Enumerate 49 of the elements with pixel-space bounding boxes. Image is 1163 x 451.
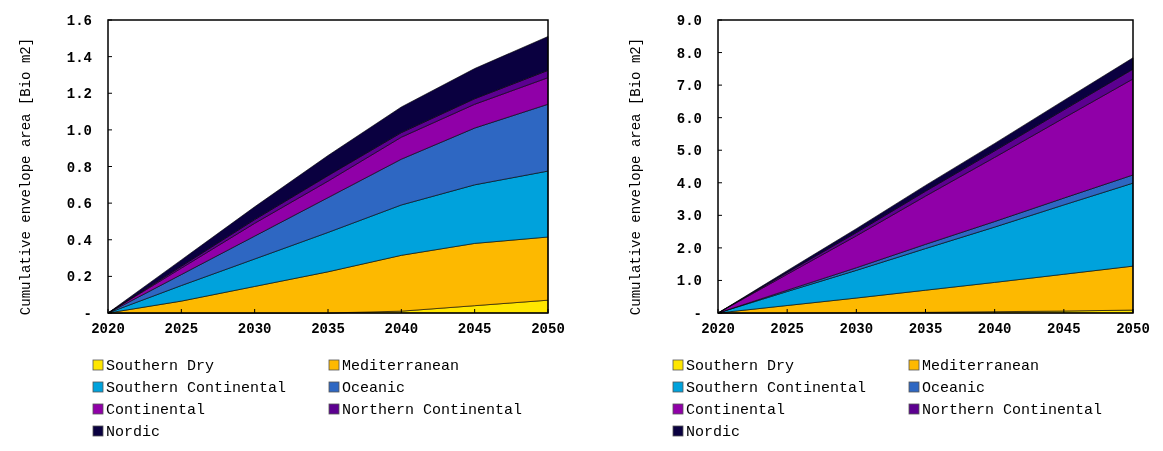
y-tick-label: 2.0 (676, 240, 702, 257)
x-tick-label: 2020 (701, 321, 735, 337)
y-tick-label: 0.4 (66, 232, 92, 249)
y-axis-title: Cumulative envelope area [Bio m2] (628, 37, 644, 316)
y-tick-label: 8.0 (676, 45, 702, 62)
legend-label: Mediterranean (922, 358, 1040, 375)
legend-label: Mediterranean (342, 358, 460, 375)
legend-label: Southern Dry (686, 358, 795, 375)
y-tick-label: 5.0 (676, 143, 702, 160)
y-tick-label: 9.0 (676, 13, 702, 29)
x-tick-label: 2030 (839, 321, 874, 337)
legend-label: Southern Dry (106, 358, 215, 375)
x-tick-label: 2025 (164, 321, 199, 337)
legend-label: Continental (106, 402, 206, 419)
x-tick-label: 2050 (531, 321, 565, 337)
y-tick-label: 1.2 (66, 86, 92, 103)
legend-label: Nordic (686, 424, 741, 441)
y-tick-label: 1.0 (66, 122, 92, 139)
x-tick-label: 2040 (977, 321, 1012, 337)
legend-label: Oceanic (342, 380, 406, 397)
legend-label: Northern Continental (342, 402, 523, 419)
x-tick-label: 2045 (1047, 321, 1081, 337)
x-tick-label: 2040 (384, 321, 419, 337)
x-tick-label: 2035 (908, 321, 943, 337)
x-tick-label: 2050 (1116, 321, 1150, 337)
x-tick-label: 2035 (311, 321, 345, 337)
legend-label: Southern Continental (106, 380, 287, 397)
y-tick-label: 6.0 (676, 110, 702, 127)
y-tick-label: 1.4 (66, 49, 92, 66)
y-tick-label: - (83, 306, 92, 322)
y-tick-label: - (693, 306, 702, 322)
y-tick-label: 1.0 (676, 273, 702, 290)
legend-label: Continental (686, 402, 786, 419)
y-tick-label: 3.0 (676, 208, 702, 225)
legend-label: Nordic (106, 424, 161, 441)
y-axis-title: Cumulative envelope area [Bio m2] (18, 37, 34, 316)
legend-label: Oceanic (922, 380, 986, 397)
x-tick-label: 2025 (770, 321, 804, 337)
x-tick-label: 2045 (457, 321, 492, 337)
y-tick-label: 4.0 (676, 175, 702, 192)
y-tick-label: 1.6 (66, 13, 92, 29)
y-tick-label: 0.2 (66, 269, 92, 286)
y-tick-label: 0.8 (66, 159, 92, 176)
x-tick-label: 2020 (91, 321, 125, 337)
x-tick-label: 2030 (237, 321, 272, 337)
legend-label: Southern Continental (686, 380, 867, 397)
y-tick-label: 0.6 (66, 196, 92, 213)
legend-label: Northern Continental (922, 402, 1103, 419)
y-tick-label: 7.0 (676, 78, 702, 95)
